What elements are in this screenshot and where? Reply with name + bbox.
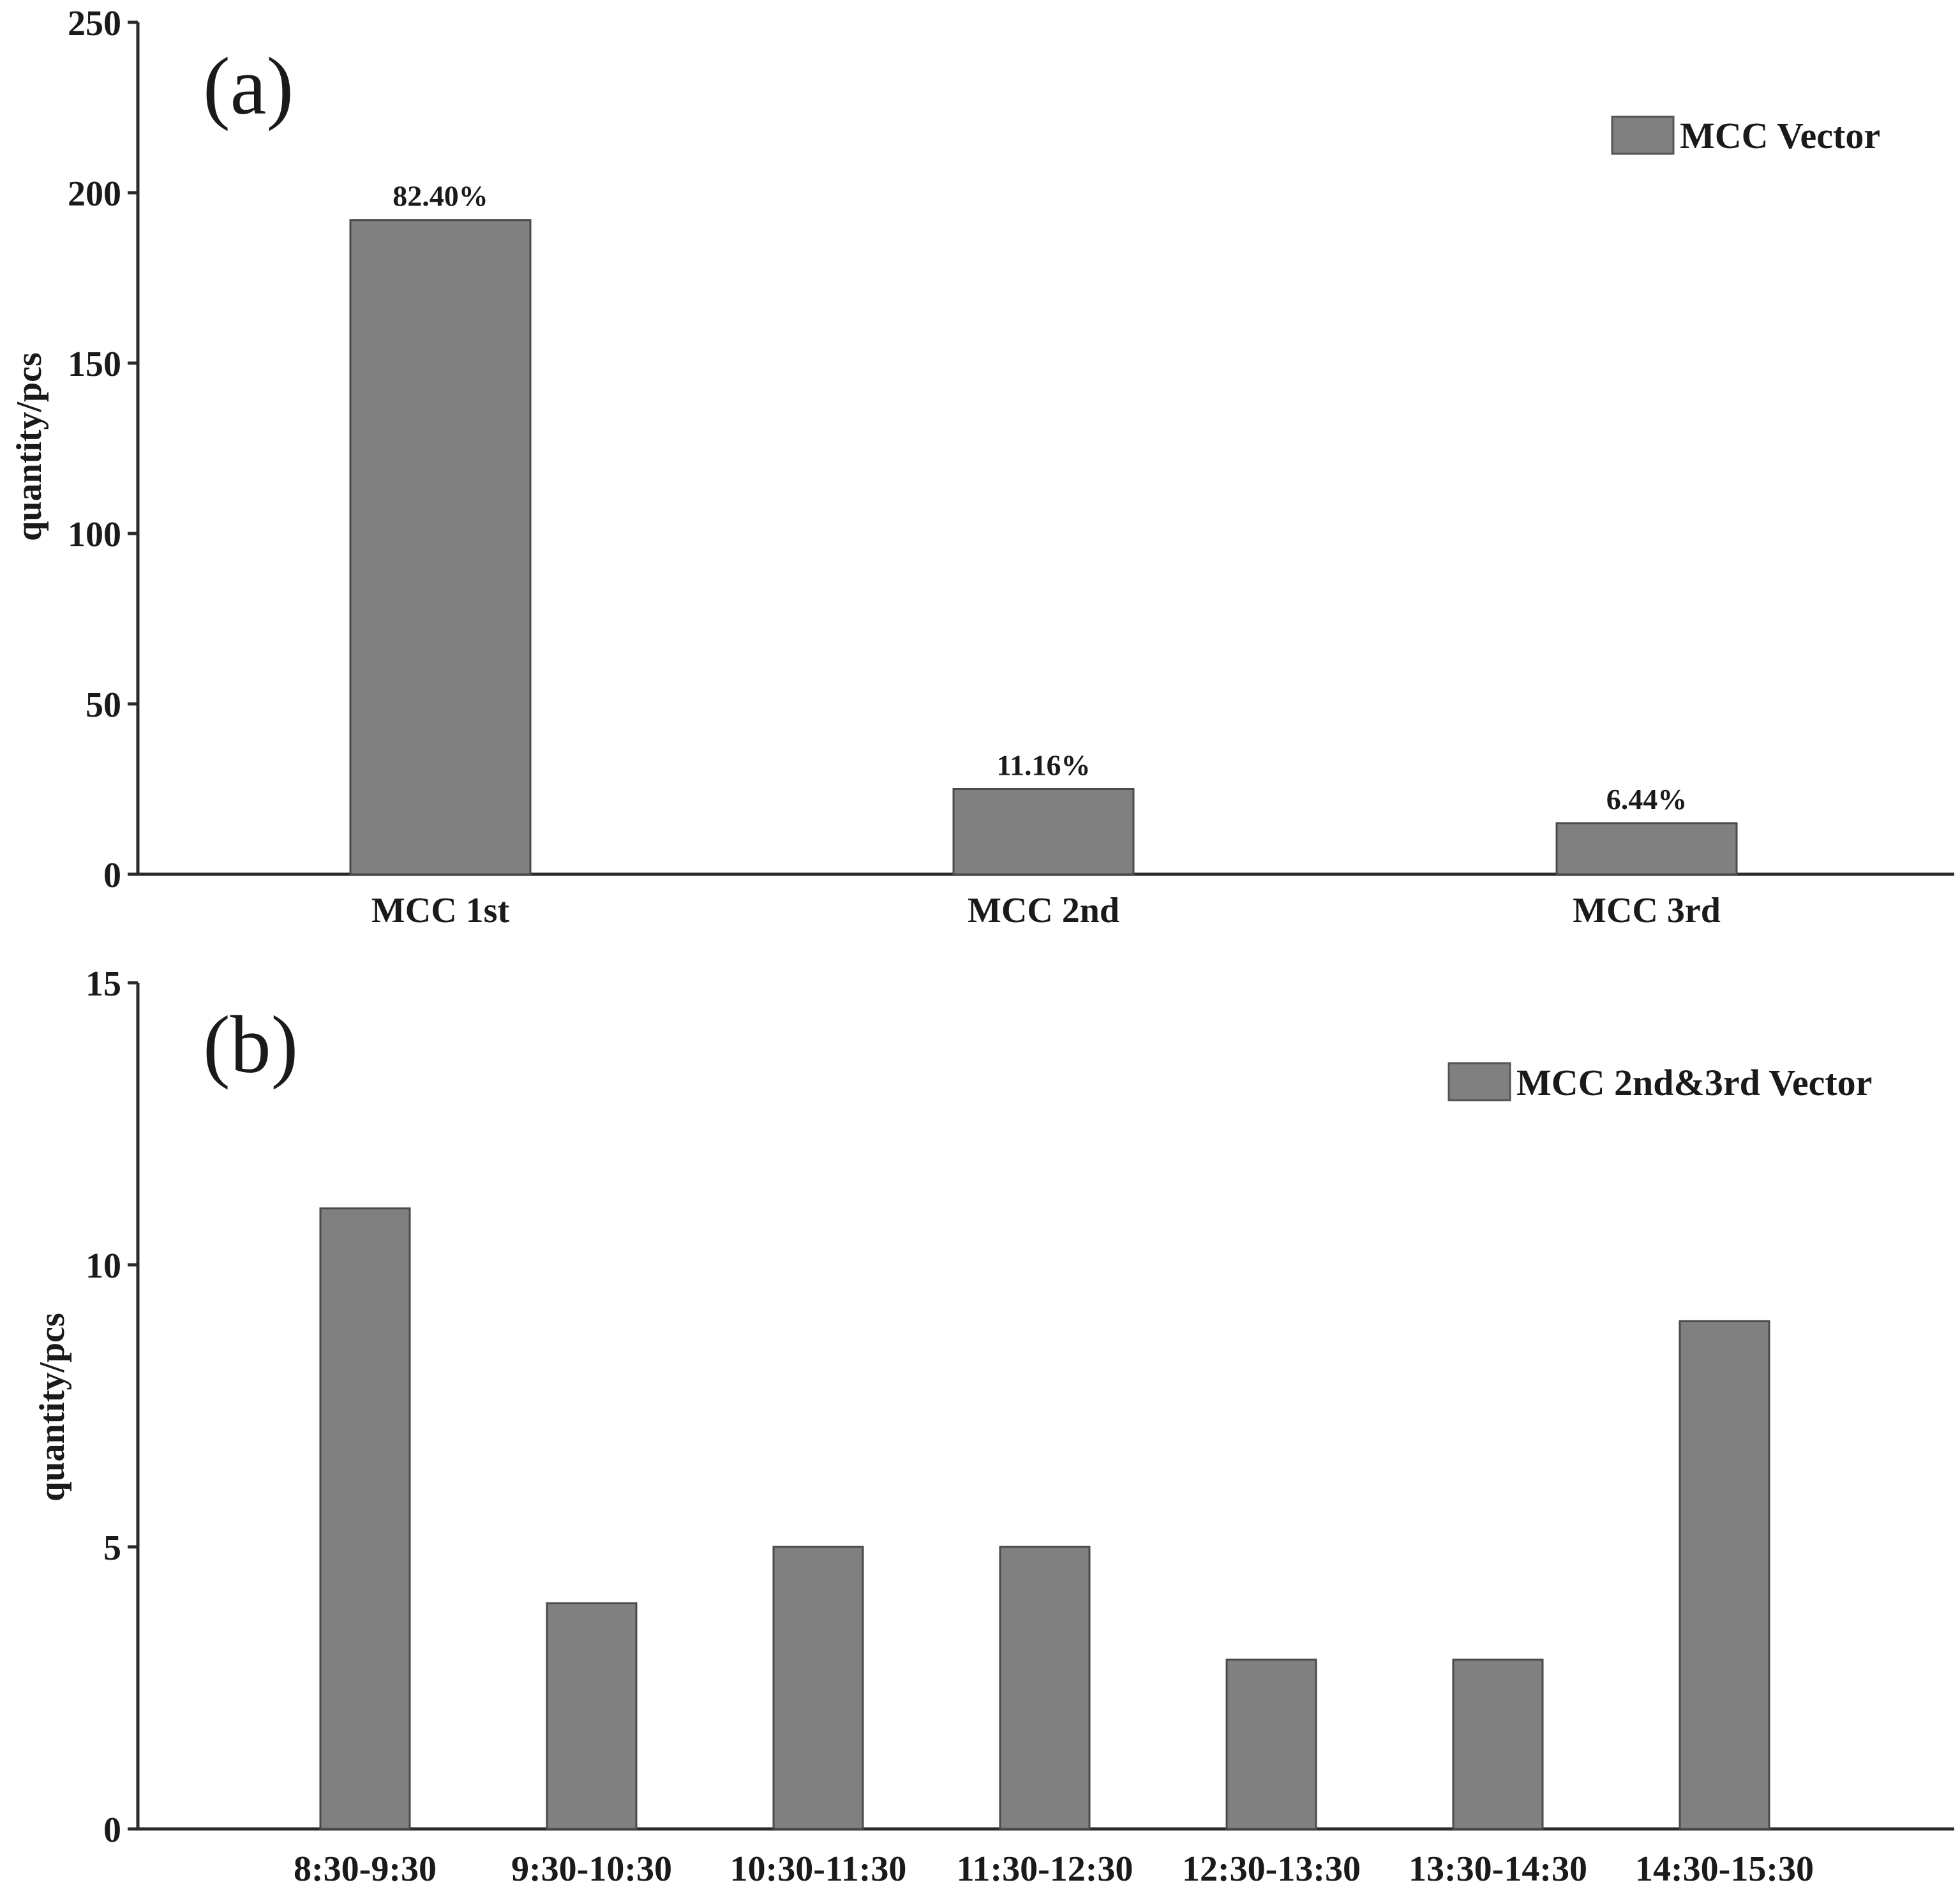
panel-b-category-label: 11:30-12:30 [957,1849,1133,1887]
panel-a-y-tick-label: 200 [68,174,121,214]
panel-b-category-label: 12:30-13:30 [1182,1849,1361,1887]
panel-a-legend-swatch [1611,116,1675,155]
panel-b-marks: 0 5 10 15 8:30-9:30 9:30-10:30 10:30-11:30 11:3… [86,964,1814,1887]
panel-a-legend: MCC Vector [1611,115,1880,156]
panel-a-bar [349,219,532,876]
panel-a-data-label: 82.40% [393,180,488,213]
panel-b-category-label: 10:30-11:30 [730,1849,907,1887]
panel-b-bar [1679,1320,1770,1830]
panel-b-y-tick-label: 15 [86,964,121,1004]
panel-b-legend: MCC 2nd&3rd Vector [1448,1062,1872,1103]
panel-b-legend-swatch [1448,1062,1511,1101]
panel-a-category-label: MCC 3rd [1573,891,1721,930]
panel-a-bar [952,788,1135,876]
panel-b-y-tick-label: 0 [103,1810,121,1850]
panel-a-legend-label: MCC Vector [1680,115,1880,156]
panel-b-category-label: 13:30-14:30 [1409,1849,1587,1887]
panel-a-chart: (a) quantity/pcs MCC Vector 0 50 100 150 200… [10,4,1954,930]
panel-b-label: (b) [203,999,298,1090]
panel-b-y-tick-label: 5 [103,1528,121,1568]
panel-a-y-tick-label: 100 [68,515,121,555]
panel-a-y-tick-label: 50 [86,685,121,725]
panel-a-y-tick-label: 0 [103,856,121,895]
panel-b-y-axis-label: quantity/pcs [33,1313,72,1502]
panel-a-label: (a) [203,41,294,131]
panel-a-y-axis-label: quantity/pcs [10,352,49,541]
panel-a-data-label: 11.16% [997,749,1091,782]
panel-b-chart: (b) quantity/pcs MCC 2nd&3rd Vector 0 5 10… [33,964,1954,1887]
panel-a-category-label: MCC 1st [371,891,510,930]
panel-b-bar [999,1546,1091,1830]
panel-a-y-tick-label: 150 [68,345,121,384]
panel-b-category-label: 9:30-10:30 [511,1849,672,1887]
panel-b-bar [1452,1659,1544,1830]
panel-a-y-tick-label: 250 [68,4,121,43]
panel-b-bar [319,1207,411,1830]
panel-a-marks: 0 50 100 150 200 250 MCC 1st 82.40% MCC 2nd 11.16… [68,4,1738,930]
panel-a-category-label: MCC 2nd [968,891,1119,930]
panel-b-category-label: 14:30-15:30 [1635,1849,1814,1887]
panel-a-bar [1555,822,1738,876]
panel-b-category-label: 8:30-9:30 [294,1849,437,1887]
panel-b-bar [1225,1659,1317,1830]
panel-b-legend-label: MCC 2nd&3rd Vector [1516,1062,1872,1103]
panel-a-data-label: 6.44% [1606,783,1687,816]
panel-b-bar [546,1602,638,1830]
panel-b-y-tick-label: 10 [86,1246,121,1286]
panel-b-bar [772,1546,864,1830]
